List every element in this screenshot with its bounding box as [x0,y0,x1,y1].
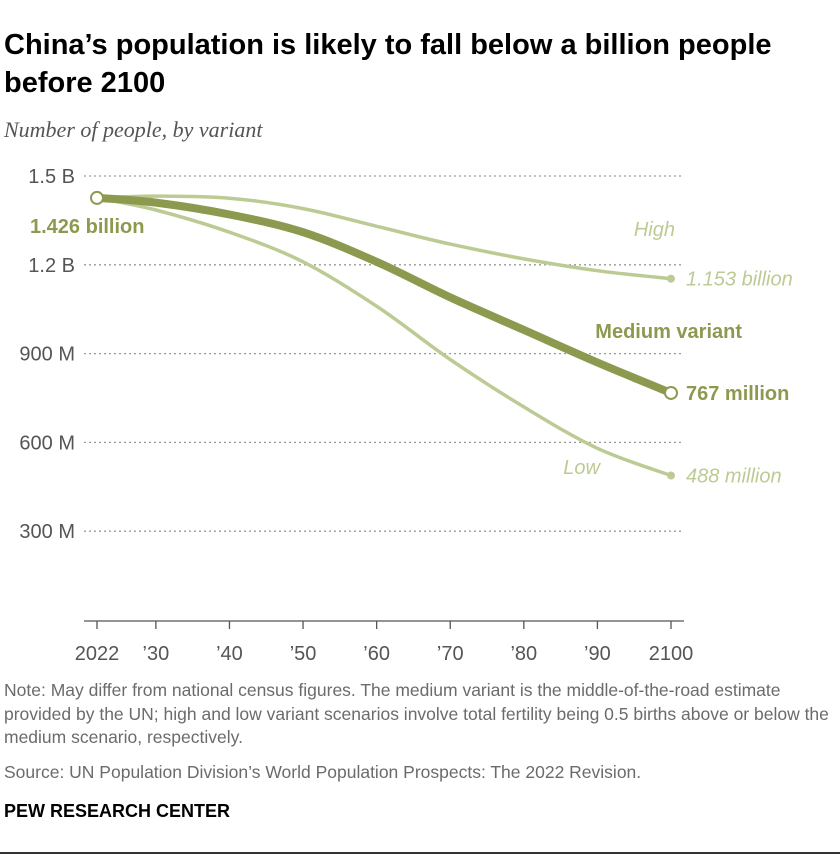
start-value-label: 1.426 billion [30,216,144,238]
x-tick-label: 2100 [649,643,694,665]
y-tick-label: 900 M [19,344,75,366]
y-tick-label: 600 M [19,432,75,454]
x-tick-label: ’80 [510,643,537,665]
chart-note: Note: May differ from national census fi… [4,680,829,747]
line-chart: 300 M 600 M 900 M 1.2 B 1.5 B 2022 ’30 ’40 ’50 ’6… [19,166,793,665]
x-tick-label: ’50 [290,643,317,665]
series-medium-variant-end-label: 767 million [686,383,789,405]
x-tick-label: ’60 [363,643,390,665]
x-tick-label: 2022 [75,643,120,665]
series-high-line [95,194,673,281]
x-tick-label: ’70 [437,643,464,665]
series-low-end-marker [667,471,675,480]
y-tick-label: 1.2 B [28,255,75,277]
chart-subtitle: Number of people, by variant [4,117,263,142]
start-marker [90,190,104,205]
y-tick-label: 1.5 B [28,166,75,188]
series-lines [93,193,675,478]
chart-title: China’s population is likely to fall bel… [4,29,772,99]
series-medium-variant-name-label: Medium variant [595,321,742,343]
series-medium-variant-end-marker [664,385,678,400]
x-tick-label: ’30 [143,643,170,665]
x-tick-label: ’40 [216,643,243,665]
y-tick-label: 300 M [19,521,75,543]
series-high-end-marker [667,274,675,283]
series-low-name-label: Low [563,457,601,479]
chart-source: Source: UN Population Division’s World P… [4,762,642,782]
series-medium-variant-line [93,193,675,397]
series-high-name-label: High [634,219,675,241]
axes: 300 M 600 M 900 M 1.2 B 1.5 B 2022 ’30 ’40 ’50 ’6… [19,166,693,665]
x-tick-label: ’90 [584,643,611,665]
series-high-end-label: 1.153 billion [686,269,793,291]
series-low-line [95,196,673,478]
series-low-end-label: 488 million [686,466,782,488]
data-labels: High 1.153 billion Medium variant 767 milli… [30,190,793,488]
bottom-rule [0,852,840,854]
brand-logo-text: PEW RESEARCH CENTER [4,801,231,821]
